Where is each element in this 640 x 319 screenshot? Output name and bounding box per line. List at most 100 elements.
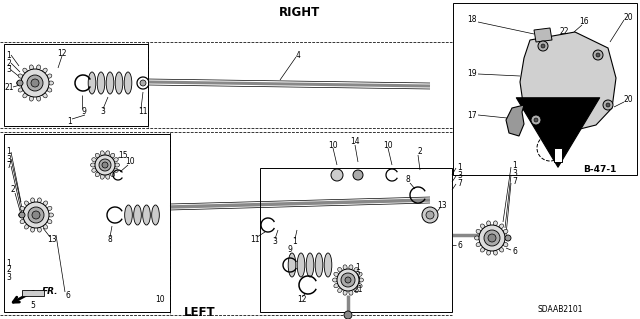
Text: 20: 20 — [623, 95, 633, 105]
Ellipse shape — [343, 265, 347, 270]
Ellipse shape — [499, 248, 504, 252]
Ellipse shape — [115, 163, 120, 167]
Text: 1: 1 — [6, 258, 12, 268]
Ellipse shape — [37, 198, 42, 203]
Text: 21: 21 — [353, 286, 363, 294]
Circle shape — [28, 207, 44, 223]
Ellipse shape — [36, 65, 40, 70]
Text: 3: 3 — [513, 168, 517, 177]
Ellipse shape — [503, 229, 508, 234]
Text: 2: 2 — [11, 186, 15, 195]
Text: 8: 8 — [406, 175, 410, 184]
Polygon shape — [554, 148, 562, 162]
Ellipse shape — [134, 205, 141, 225]
Ellipse shape — [481, 248, 485, 252]
Text: 19: 19 — [467, 70, 477, 78]
Ellipse shape — [476, 229, 481, 234]
Text: 2: 2 — [418, 147, 422, 157]
Ellipse shape — [43, 201, 47, 205]
Text: 7: 7 — [513, 176, 517, 186]
Circle shape — [17, 80, 23, 86]
Text: 6: 6 — [65, 291, 70, 300]
Text: 11: 11 — [250, 235, 260, 244]
Ellipse shape — [358, 278, 364, 282]
Ellipse shape — [97, 72, 105, 94]
Text: 3: 3 — [273, 238, 277, 247]
Text: B-47-1: B-47-1 — [583, 166, 617, 174]
Ellipse shape — [36, 96, 40, 101]
Ellipse shape — [125, 205, 132, 225]
Text: 6: 6 — [458, 241, 463, 249]
Circle shape — [31, 79, 39, 87]
Circle shape — [344, 311, 352, 319]
Ellipse shape — [143, 205, 150, 225]
Circle shape — [505, 235, 511, 241]
Ellipse shape — [486, 221, 491, 226]
Ellipse shape — [47, 219, 52, 224]
Ellipse shape — [333, 278, 337, 282]
Ellipse shape — [115, 72, 123, 94]
Text: 10: 10 — [328, 140, 338, 150]
Ellipse shape — [47, 206, 52, 211]
Text: 1: 1 — [356, 263, 360, 272]
Text: 11: 11 — [138, 108, 148, 116]
Polygon shape — [22, 290, 44, 296]
Ellipse shape — [315, 253, 323, 277]
Ellipse shape — [31, 198, 35, 203]
Ellipse shape — [334, 272, 339, 277]
Text: 17: 17 — [467, 110, 477, 120]
Ellipse shape — [324, 253, 332, 277]
Circle shape — [341, 273, 355, 287]
Text: 9: 9 — [287, 246, 292, 255]
Ellipse shape — [493, 221, 497, 226]
Text: FR.: FR. — [42, 286, 58, 295]
Ellipse shape — [113, 158, 118, 162]
Ellipse shape — [349, 265, 353, 270]
Ellipse shape — [106, 151, 109, 156]
Ellipse shape — [106, 72, 114, 94]
Circle shape — [27, 75, 43, 91]
Ellipse shape — [357, 284, 362, 288]
Text: 18: 18 — [467, 16, 477, 25]
Ellipse shape — [504, 236, 509, 240]
Ellipse shape — [18, 74, 23, 78]
Text: 3: 3 — [6, 272, 12, 281]
Ellipse shape — [47, 88, 52, 92]
Ellipse shape — [23, 68, 28, 73]
Circle shape — [426, 211, 434, 219]
Circle shape — [23, 202, 49, 228]
Ellipse shape — [113, 168, 118, 172]
Ellipse shape — [88, 72, 96, 94]
Ellipse shape — [338, 268, 342, 272]
Ellipse shape — [349, 290, 353, 295]
Polygon shape — [534, 28, 552, 42]
Ellipse shape — [24, 201, 29, 205]
Text: RIGHT: RIGHT — [280, 5, 321, 19]
Text: 13: 13 — [47, 235, 57, 244]
Ellipse shape — [18, 88, 23, 92]
Text: 13: 13 — [437, 201, 447, 210]
Ellipse shape — [334, 284, 339, 288]
Ellipse shape — [20, 206, 25, 211]
Circle shape — [32, 211, 40, 219]
Ellipse shape — [43, 93, 47, 98]
Circle shape — [345, 277, 351, 283]
Ellipse shape — [110, 172, 115, 177]
Circle shape — [603, 100, 613, 110]
Text: 8: 8 — [108, 235, 113, 244]
Ellipse shape — [474, 236, 479, 240]
Ellipse shape — [29, 96, 33, 101]
Ellipse shape — [24, 224, 29, 229]
Ellipse shape — [29, 65, 33, 70]
Ellipse shape — [338, 288, 342, 293]
Ellipse shape — [19, 213, 24, 217]
Circle shape — [422, 207, 438, 223]
Text: 4: 4 — [296, 50, 300, 60]
Circle shape — [95, 155, 115, 175]
Text: 3: 3 — [6, 65, 12, 75]
Ellipse shape — [100, 151, 104, 156]
Circle shape — [337, 269, 359, 291]
Ellipse shape — [17, 81, 22, 85]
Circle shape — [353, 170, 363, 180]
Ellipse shape — [95, 172, 100, 177]
